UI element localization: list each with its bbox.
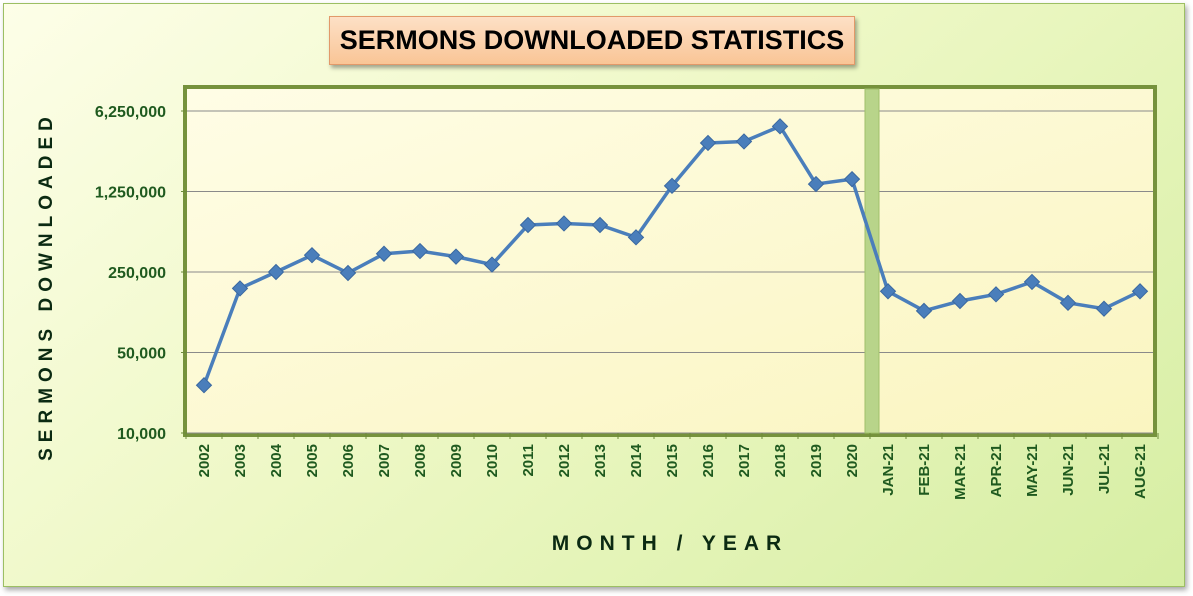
data-point-marker <box>1095 300 1113 317</box>
chart-title: SERMONS DOWNLOADED STATISTICS <box>329 16 855 65</box>
data-point-marker <box>483 256 501 273</box>
data-point-marker <box>1023 273 1041 291</box>
plot-area <box>183 85 1157 437</box>
y-axis-title: SERMONS DOWNLOADED <box>36 111 57 461</box>
y-tick-label: 1,250,000 <box>95 185 166 202</box>
data-point-marker <box>951 292 969 310</box>
y-tick-label: 10,000 <box>117 426 166 443</box>
data-point-marker <box>699 134 717 152</box>
data-point-marker <box>195 377 213 394</box>
data-point-marker <box>591 216 609 234</box>
x-tick-label: JUN-21 <box>1060 444 1077 496</box>
data-point-marker <box>519 216 537 234</box>
data-point-marker <box>771 118 789 135</box>
x-tick-label: 2004 <box>268 443 285 477</box>
y-tick-label: 50,000 <box>117 346 166 363</box>
data-point-marker <box>447 248 465 265</box>
x-tick-label: FEB-21 <box>916 444 933 496</box>
x-tick-label: 2014 <box>628 443 645 477</box>
data-point-marker <box>627 229 645 246</box>
y-tick-label: 6,250,000 <box>95 104 166 121</box>
y-tick-label: 250,000 <box>108 265 166 282</box>
data-point-marker <box>843 170 861 188</box>
x-tick-label: 2007 <box>376 444 393 477</box>
data-point-marker <box>411 242 429 260</box>
y-axis-ticks: 10,000 50,000 250,000 1,250,000 6,250,000 <box>95 104 187 443</box>
x-tick-label: 2010 <box>484 444 501 477</box>
data-point-marker <box>1059 294 1077 312</box>
x-axis-ticks: 2002 2003 2004 2005 2006 2007 2008 2009 2010 2011… <box>185 433 1159 500</box>
data-point-marker <box>1131 283 1149 300</box>
x-axis-title: MONTH / YEAR <box>551 532 789 555</box>
data-point-marker <box>267 263 285 281</box>
data-point-marker <box>231 280 249 297</box>
x-tick-label: 2006 <box>340 444 357 477</box>
x-tick-label: APR-21 <box>988 444 1005 497</box>
x-tick-label: 2017 <box>736 444 753 477</box>
x-tick-label: 2018 <box>772 444 789 477</box>
data-point-marker <box>663 177 681 195</box>
x-tick-label: JAN-21 <box>880 444 897 496</box>
data-point-marker <box>987 286 1005 303</box>
x-tick-label: 2015 <box>664 444 681 477</box>
data-point-marker <box>915 302 933 320</box>
x-tick-label: 2005 <box>304 444 321 477</box>
x-tick-label: MAR-21 <box>952 444 969 500</box>
data-point-marker <box>375 245 393 262</box>
x-tick-label: 2003 <box>232 444 249 477</box>
x-tick-label: 2012 <box>556 444 573 477</box>
data-point-marker <box>303 246 321 264</box>
x-tick-label: 2019 <box>808 444 825 477</box>
x-tick-label: JUL-21 <box>1096 444 1113 494</box>
x-tick-label: AUG-21 <box>1132 444 1149 499</box>
x-tick-label: 2013 <box>592 444 609 477</box>
data-point-marker <box>807 175 825 193</box>
data-point-marker <box>879 283 897 300</box>
x-tick-label: 2011 <box>520 444 537 477</box>
x-tick-label: 2016 <box>700 444 717 477</box>
data-point-marker <box>555 215 573 232</box>
series-line-group <box>195 118 1149 394</box>
x-tick-label: 2008 <box>412 444 429 477</box>
data-point-marker <box>339 264 357 282</box>
data-point-marker <box>735 133 753 150</box>
x-tick-label: 2020 <box>844 444 861 477</box>
x-tick-label: MAY-21 <box>1024 444 1041 497</box>
x-tick-label: 2002 <box>196 444 213 477</box>
x-tick-label: 2009 <box>448 444 465 477</box>
